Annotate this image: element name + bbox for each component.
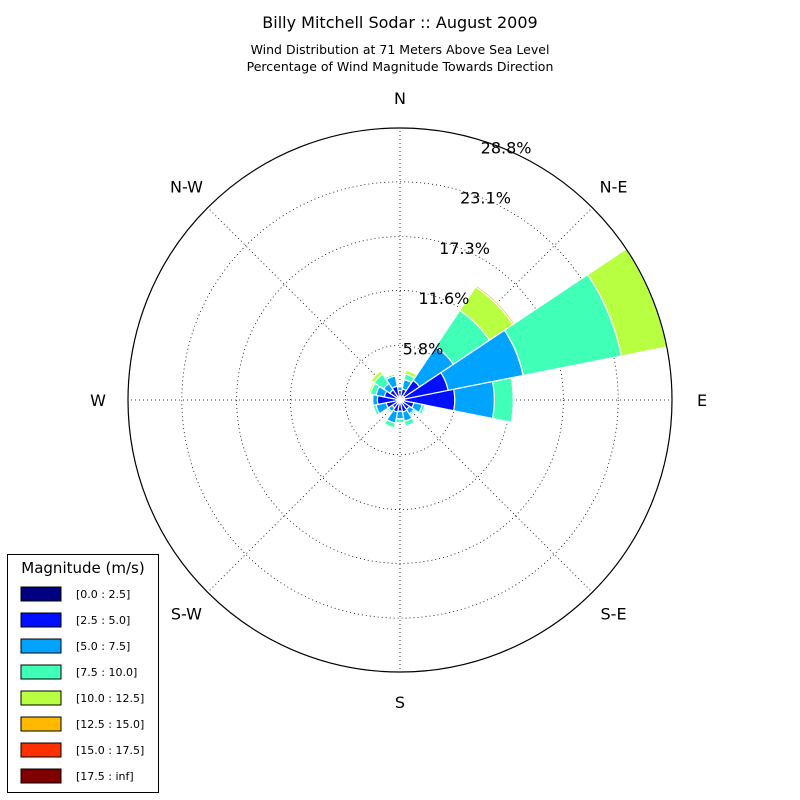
legend-label-7: [17.5 : inf] [76,770,134,783]
legend-entries: [0.0 : 2.5] [2.5 : 5.0] [5.0 : 7.5] [7.5 : … [20,586,144,784]
compass-label-n-e: N-E [600,177,628,196]
compass-label-s-w: S-W [171,605,202,624]
legend-swatch-1 [20,612,62,628]
legend-swatch-6 [20,742,62,758]
bar-202.5deg-bin-3 [383,418,397,429]
bar-0deg-bin-3 [396,385,404,388]
bar-112.5deg-bin-3 [418,403,426,415]
radial-tick-label-4: 23.1% [460,188,511,207]
compass-label-s-e: S-E [601,605,627,624]
grid-spoke-n-w [207,207,401,401]
legend-title: Magnitude (m/s) [21,559,144,577]
legend-label-2: [5.0 : 7.5] [76,640,130,653]
grid-ring-4 [181,181,619,619]
axis-labels: N N-E E S-E S S-W W N-W 5.8% 11.6% 17.3% 23.1% 28.8% [90,89,707,712]
compass-label-n: N [394,89,406,108]
compass-label-w: W [90,391,106,410]
bar-90deg-bin-4 [510,377,515,423]
compass-label-n-w: N-W [170,177,203,196]
legend: Magnitude (m/s) [0.0 : 2.5] [2.5 : 5.0] [5… [7,554,159,793]
radial-tick-label-3: 17.3% [439,239,490,258]
radial-tick-label-5: 28.8% [481,139,532,158]
bar-180deg-bin-3 [394,417,406,424]
compass-label-e: E [697,391,707,410]
bar-315deg-bin-4 [370,370,384,384]
bar-270deg-bin-3 [371,393,374,407]
bar-157.5deg-bin-3 [403,417,416,427]
compass-label-s: S [395,693,405,712]
outer-boundary-circle [127,127,673,673]
chart-subtitle-line-2: Percentage of Wind Magnitude Towards Dir… [247,59,554,74]
bar-90deg-bin-3 [491,377,514,423]
legend-swatch-0 [20,586,62,602]
legend-swatch-3 [20,664,62,680]
grid-spoke-s-w [207,399,401,593]
legend-swatch-7 [20,768,62,784]
chart-title: Billy Mitchell Sodar :: August 2009 [262,13,537,32]
legend-swatch-4 [20,690,62,706]
legend-label-4: [10.0 : 12.5] [76,692,144,705]
legend-label-3: [7.5 : 10.0] [76,666,137,679]
legend-label-5: [12.5 : 15.0] [76,718,144,731]
bar-337.5deg-bin-3 [384,373,396,381]
legend-swatch-5 [20,716,62,732]
legend-label-1: [2.5 : 5.0] [76,614,130,627]
wind-bars [367,248,668,429]
radial-tick-label-2: 11.6% [419,289,470,308]
grid-spoke-s-e [399,399,593,593]
legend-label-0: [0.0 : 2.5] [76,588,130,601]
grid-ring-3 [236,236,564,564]
legend-swatch-2 [20,638,62,654]
chart-subtitle-line-1: Wind Distribution at 71 Meters Above Sea… [251,42,550,57]
legend-label-6: [15.0 : 17.5] [76,744,144,757]
radial-tick-label-1: 5.8% [403,339,444,358]
